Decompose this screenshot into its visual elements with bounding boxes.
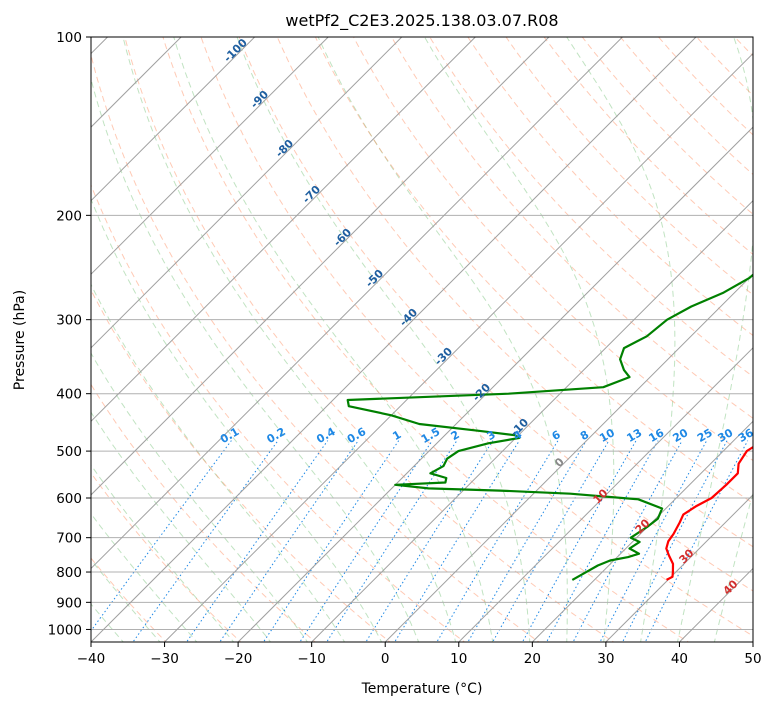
mixing-ratio-line (326, 440, 458, 642)
mixing-ratio-line (185, 440, 329, 642)
isotherm-line (91, 37, 256, 202)
isotherm-line (384, 273, 753, 642)
dry-adiabat-line (543, 37, 753, 256)
mixing-ratio-line (521, 440, 637, 642)
y-tick-label: 800 (56, 565, 82, 581)
isotherm-line (311, 199, 753, 642)
profile-line-1 (665, 445, 753, 581)
y-axis-label: Pressure (hPa) (12, 290, 28, 390)
y-tick-label: 600 (56, 491, 82, 507)
isotherm-line (458, 347, 753, 642)
isotherm-line (531, 420, 753, 642)
isotherm-line (237, 126, 753, 642)
dry-adiabat-line (657, 37, 753, 136)
y-tick-label: 200 (56, 208, 82, 224)
x-tick-label: −30 (150, 651, 179, 667)
x-axis-label: Temperature (°C) (361, 681, 483, 697)
mixing-ratio-line (132, 440, 279, 642)
chart-title: wetPf2_C2E3.2025.138.03.07.R08 (285, 11, 558, 31)
moist-adiabat-line (91, 197, 383, 642)
mixing-ratio-line (365, 440, 494, 642)
profile-series (346, 273, 753, 581)
x-tick-label: 0 (381, 651, 390, 667)
isotherm-line (91, 37, 550, 496)
y-tick-label: 300 (56, 313, 82, 329)
dry-adiabat-line (162, 37, 690, 642)
y-tick-label: 1000 (48, 622, 82, 638)
mixing-ratio-line (436, 440, 559, 642)
dry-adiabat-line (352, 37, 753, 462)
dry-adiabat-line (200, 37, 753, 637)
dry-adiabat-line (91, 289, 391, 642)
mixing-ratio-label: 36 (736, 426, 756, 445)
y-tick-label: 500 (56, 444, 82, 460)
isotherm-line (605, 494, 753, 642)
y-tick-label: 700 (56, 531, 82, 547)
dry-adiabat-line (238, 37, 753, 592)
moist-adiabat-line (91, 77, 420, 642)
x-tick-label: 10 (450, 651, 467, 667)
profile-line-2 (346, 273, 753, 581)
plot-frame (90, 36, 754, 643)
y-axis-ticks: 100 200 300 400 500 600 700 800 900 1000 (48, 30, 91, 638)
mixing-ratio-line (546, 440, 659, 642)
x-tick-label: 50 (744, 651, 761, 667)
dry-adiabat-line (276, 37, 753, 548)
isotherm-line (91, 37, 697, 642)
mixing-ratio-line (622, 440, 728, 642)
dry-adiabat-line (505, 37, 753, 296)
mixing-ratio-line (262, 440, 400, 642)
x-tick-label: −40 (77, 651, 106, 667)
mixing-ratio-line (492, 440, 610, 642)
y-tick-label: 100 (56, 30, 82, 46)
x-tick-label: 30 (597, 651, 614, 667)
isotherm-line (91, 37, 329, 275)
x-tick-label: 20 (524, 651, 541, 667)
dry-adiabat-line (619, 37, 753, 176)
mixing-ratio-line (599, 440, 708, 642)
isotherm-line (91, 37, 623, 570)
isotherm-gridlines (91, 37, 753, 642)
isobar-gridlines (91, 37, 753, 630)
y-tick-label: 900 (56, 595, 82, 611)
dry-adiabat-line (429, 37, 753, 378)
isotherm-line (91, 37, 403, 349)
x-tick-label: −10 (297, 651, 326, 667)
x-axis-ticks: −40 −30 −20 −10 0 10 20 30 40 50 (77, 642, 762, 667)
mixing-ratio-line (299, 440, 433, 642)
y-tick-label: 400 (56, 387, 82, 403)
dry-adiabat-line (91, 472, 242, 642)
isotherm-line (164, 52, 753, 642)
x-tick-label: 40 (671, 651, 688, 667)
dry-adiabat-line (124, 37, 615, 642)
isotherm-line (91, 37, 476, 423)
x-tick-label: −20 (224, 651, 253, 667)
mixing-ratio-line (572, 440, 683, 642)
